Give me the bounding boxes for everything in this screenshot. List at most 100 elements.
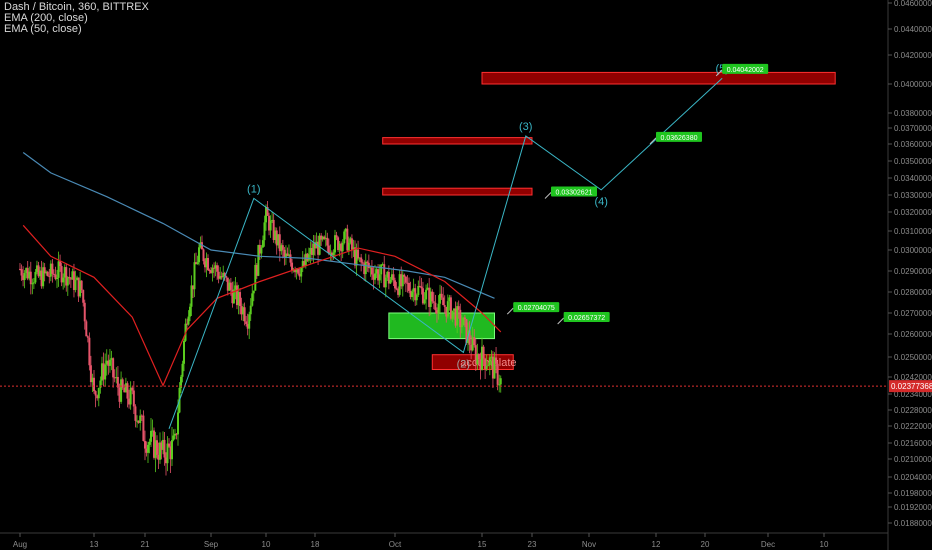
candle-body <box>347 242 350 251</box>
x-tick-label: 15 <box>478 540 487 549</box>
candle-body <box>142 415 145 442</box>
candle-body <box>105 360 108 365</box>
candle-body <box>251 293 254 306</box>
candle-body <box>448 297 451 302</box>
candle-body <box>147 444 149 453</box>
candle-body <box>29 271 32 285</box>
candle-body <box>417 285 420 295</box>
candle-body <box>77 277 80 297</box>
candle-body <box>468 330 471 345</box>
candle-body <box>439 293 442 304</box>
candle-body <box>320 235 323 240</box>
x-tick-label: 12 <box>652 540 661 549</box>
candle-body <box>378 274 381 281</box>
candle-body <box>423 299 426 304</box>
candle-body <box>465 319 468 343</box>
candle-body <box>104 364 107 380</box>
candle-body <box>421 288 424 304</box>
candle-body <box>32 282 35 284</box>
candle-body <box>261 240 264 248</box>
candle-body <box>263 222 266 241</box>
candle-body <box>169 446 172 460</box>
candle-body <box>100 363 103 381</box>
candle-body <box>35 265 38 272</box>
candle-body <box>272 219 275 241</box>
candle-body <box>113 377 116 379</box>
candle-body <box>231 289 234 304</box>
candle-body <box>266 206 269 216</box>
candle-body <box>25 268 28 274</box>
candle-body <box>498 384 501 386</box>
candle-body <box>235 285 238 306</box>
candle-body <box>300 267 303 277</box>
candle-body <box>314 243 316 249</box>
candle-body <box>71 271 74 280</box>
target-pointer <box>544 192 552 199</box>
candle-body <box>409 290 412 298</box>
candle-body <box>338 243 341 251</box>
target-label-text: 0.02704075 <box>518 305 555 312</box>
candle-body <box>294 269 297 273</box>
chart-legend: Dash / Bitcoin, 360, BITTREX EMA (200, c… <box>4 2 149 35</box>
candle-body <box>66 277 69 286</box>
candle-body <box>295 269 298 273</box>
candle-body <box>163 439 166 458</box>
candle-body <box>166 443 169 464</box>
candle-body <box>19 268 21 270</box>
candle-body <box>298 273 301 277</box>
x-tick-label: Aug <box>13 540 27 549</box>
x-tick-label: Oct <box>389 540 402 549</box>
candle-body <box>453 308 456 311</box>
candle-body <box>211 267 214 273</box>
candle-body <box>246 324 249 329</box>
target-label-text: 0.03302621 <box>556 189 593 196</box>
candle-body <box>195 262 197 265</box>
candle-body <box>134 406 137 421</box>
candle-body <box>249 305 252 315</box>
candle-body <box>93 377 95 392</box>
candle-body <box>394 280 396 289</box>
chart-title: Dash / Bitcoin, 360, BITTREX <box>4 1 149 13</box>
candle-body <box>442 297 445 306</box>
candle-body <box>217 271 220 279</box>
candle-body <box>326 237 329 246</box>
candle-body <box>309 248 312 255</box>
candle-body <box>343 231 346 244</box>
candle-body <box>459 309 462 328</box>
candle-body <box>437 303 440 314</box>
candle-body <box>28 271 31 279</box>
x-tick-label: 18 <box>311 540 320 549</box>
candle-body <box>213 267 216 269</box>
candle-body <box>317 241 320 255</box>
candle-body <box>97 387 100 399</box>
candle-body <box>496 363 499 385</box>
candle-body <box>406 282 409 284</box>
candle-body <box>377 269 380 281</box>
candle-body <box>189 306 191 317</box>
candle-body <box>330 252 333 256</box>
candle-body <box>400 274 403 287</box>
candle-body <box>237 292 240 306</box>
candle-body <box>219 276 222 279</box>
candle-body <box>446 301 449 317</box>
wave-line <box>168 77 723 429</box>
candle-body <box>23 273 26 281</box>
candle-body <box>31 283 34 285</box>
target-label-box <box>563 312 610 323</box>
candle-body <box>96 395 99 399</box>
candle-body <box>37 265 40 277</box>
y-tick-label: 0.01880000 <box>894 519 932 528</box>
candle-body <box>334 235 336 253</box>
